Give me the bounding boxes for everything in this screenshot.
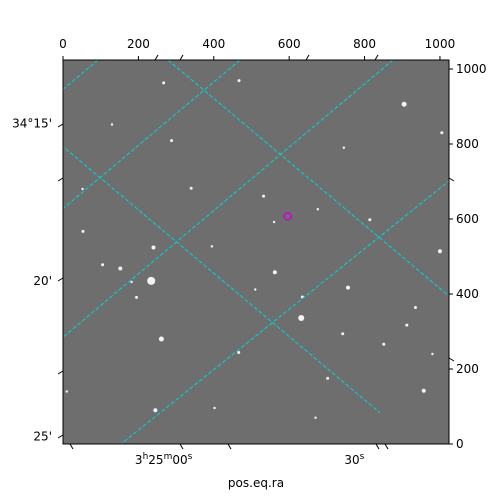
x-tick-label: 800 (353, 37, 376, 51)
dec-axis: 34°15' 20' 25' (12, 116, 52, 443)
y-tick-label: 200 (456, 362, 479, 376)
star (65, 390, 68, 393)
y-tick-label: 1000 (456, 62, 487, 76)
star (262, 194, 266, 198)
wcs-edge-tick (179, 443, 184, 450)
star (401, 101, 407, 107)
y-tick-label: 600 (456, 212, 479, 226)
wcs-edge-ticks (57, 54, 455, 450)
grid-line-ra (63, 60, 394, 338)
star (368, 218, 372, 222)
star (237, 79, 241, 83)
ra-axis: 3h25m00s 30s (135, 452, 365, 467)
star (210, 245, 214, 248)
target-marker-layer (283, 212, 292, 221)
wcs-edge-tick (57, 370, 64, 375)
grid-line-dec (167, 60, 449, 297)
wcs-edge-tick (154, 54, 159, 61)
star (151, 245, 156, 250)
star (431, 352, 434, 356)
x-tick-label: 1000 (425, 37, 456, 51)
wcs-edge-tick (227, 443, 232, 450)
star (147, 276, 156, 285)
star (421, 388, 426, 393)
x-axis-label: pos.eq.ra (228, 476, 284, 490)
star (345, 285, 350, 290)
plot-frame (62, 59, 450, 445)
dec-tick-label: 20' (33, 274, 52, 288)
y-tick-label: 0 (456, 437, 464, 451)
star (316, 208, 320, 211)
coordinate-grid (63, 60, 500, 444)
wcs-edge-tick (448, 357, 455, 362)
pixel-x-axis: 0 200 400 600 800 1000 (59, 37, 455, 60)
star (405, 323, 409, 327)
dec-tick-label: 34°15' (12, 116, 52, 130)
stars-layer (65, 79, 444, 419)
star (81, 229, 85, 233)
star (81, 187, 84, 191)
dec-tick-label: 25' (33, 430, 52, 444)
star (170, 139, 174, 143)
y-tick-label: 400 (456, 287, 479, 301)
grid-line-dec (63, 145, 381, 414)
star (153, 408, 158, 413)
ra-tick-label: 30s (344, 452, 364, 467)
wcs-edge-tick (57, 123, 64, 128)
star (437, 249, 442, 254)
star (213, 406, 216, 410)
x-tick-label: 0 (59, 37, 67, 51)
grid-line-ra (63, 60, 241, 210)
x-tick-label: 600 (278, 37, 301, 51)
star (326, 376, 330, 380)
star (189, 186, 193, 190)
star (101, 263, 105, 267)
star (237, 351, 241, 354)
star (130, 280, 133, 284)
wcs-edge-tick (179, 54, 184, 61)
wcs-edge-tick (448, 177, 455, 182)
y-tick-label: 800 (456, 137, 479, 151)
target-marker (283, 212, 292, 221)
star (158, 336, 164, 342)
wcs-edge-tick (57, 277, 64, 282)
wcs-edge-tick (384, 443, 389, 450)
star (110, 123, 114, 126)
star (298, 315, 305, 321)
x-tick-label: 400 (202, 37, 225, 51)
star (162, 81, 166, 85)
star (342, 146, 346, 149)
pixel-y-axis: 0 200 400 600 800 1000 (449, 62, 487, 451)
x-tick-label: 200 (127, 37, 150, 51)
wcs-edge-tick (57, 177, 64, 182)
ra-tick-label: 3h25m00s (135, 452, 193, 467)
wcs-edge-tick (374, 54, 379, 61)
star (272, 220, 276, 224)
star (135, 295, 139, 299)
grid-line-dec (456, 60, 500, 413)
star (341, 332, 345, 336)
star (440, 131, 444, 135)
grid-line-ra (120, 180, 449, 444)
star (382, 342, 386, 346)
wcs-edge-tick (69, 443, 74, 450)
star (314, 416, 317, 419)
star (272, 270, 277, 275)
star (118, 266, 123, 271)
wcs-edge-tick (57, 434, 64, 439)
wcs-edge-tick (305, 54, 310, 61)
star (254, 288, 257, 291)
sky-image (63, 60, 449, 444)
wcs-edge-tick (375, 443, 380, 450)
star (413, 306, 417, 309)
